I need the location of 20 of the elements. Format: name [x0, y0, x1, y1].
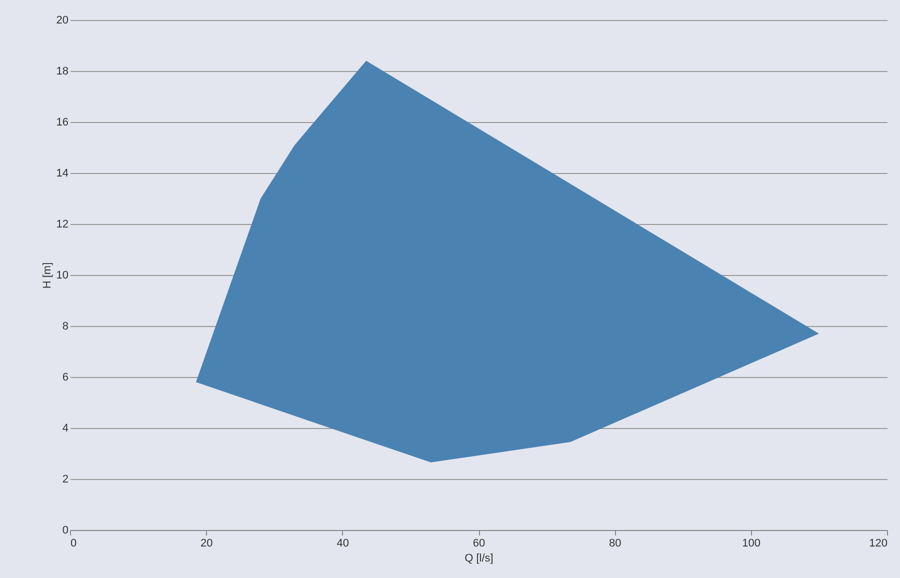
x-axis-title: Q [l/s]	[464, 552, 494, 564]
y-tick-label: 4	[62, 422, 68, 434]
x-tick-label: 0	[70, 538, 77, 550]
y-tick-label: 8	[62, 320, 68, 332]
x-tick-label: 60	[472, 538, 486, 550]
y-tick-label: 20	[56, 14, 68, 26]
x-tick-label: 20	[200, 538, 213, 550]
x-tick-label: 120	[869, 538, 888, 550]
y-tick-label: 10	[56, 270, 68, 282]
y-tick-label: 2	[62, 474, 68, 486]
x-tick-label: 100	[742, 538, 761, 550]
x-tick-label: 40	[336, 538, 349, 550]
y-tick-label: 0	[62, 524, 68, 536]
y-tick-label: 18	[56, 66, 68, 78]
y-axis-title: H [m]	[41, 262, 54, 289]
y-tick-label: 6	[62, 372, 68, 384]
y-tick-label: 14	[56, 168, 68, 180]
y-tick-label: 16	[56, 116, 68, 128]
x-tick-label: 80	[609, 538, 622, 550]
y-tick-label: 12	[56, 218, 68, 230]
